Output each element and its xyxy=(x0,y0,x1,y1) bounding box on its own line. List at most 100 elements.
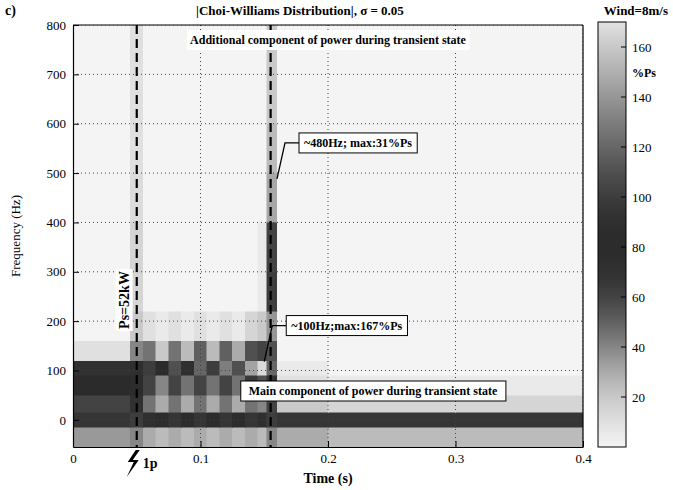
colorbar-tick xyxy=(621,147,626,148)
heatmap-cell xyxy=(73,222,130,271)
colorbar-tick-label: 120 xyxy=(632,140,652,155)
colorbar-tick-label: 80 xyxy=(632,240,645,255)
colorbar xyxy=(598,22,626,447)
heatmap-cell xyxy=(258,311,267,341)
y-grid-line xyxy=(73,25,583,26)
x-axis-title: Time (s) xyxy=(303,471,352,487)
heatmap-cell xyxy=(220,361,233,376)
x-tick-label: 0.2 xyxy=(320,451,336,466)
heatmap-cell xyxy=(207,311,220,341)
y-tick xyxy=(73,420,79,421)
colorbar-tick xyxy=(621,247,626,248)
colorbar-tick-label: 100 xyxy=(632,190,652,205)
event-note-background xyxy=(116,269,133,331)
heatmap-cell xyxy=(277,173,328,222)
plot-frame xyxy=(582,25,583,447)
plot-frame xyxy=(73,24,583,25)
y-tick xyxy=(73,124,79,125)
heatmap-cell xyxy=(181,375,194,395)
heatmap-cell xyxy=(207,173,220,222)
subtitle: Wind=8m/s xyxy=(604,3,668,18)
heatmap-cell xyxy=(328,427,456,447)
x-tick-label: 0.3 xyxy=(448,451,464,466)
heatmap-cell xyxy=(143,341,156,361)
heatmap-cell xyxy=(220,375,233,395)
x-tick-label: 0.4 xyxy=(575,451,592,466)
heatmap-cell xyxy=(73,375,130,395)
heatmap-cell xyxy=(328,412,456,427)
heatmap-cell xyxy=(143,361,156,376)
grid xyxy=(73,25,583,447)
heatmap-cell xyxy=(181,361,194,376)
colorbar-tick-label: 160 xyxy=(632,40,652,55)
heatmap-cell xyxy=(169,311,182,341)
heatmap-cell xyxy=(181,427,194,447)
heatmap-cell xyxy=(220,272,233,311)
heatmap-cell xyxy=(220,173,233,222)
heatmap-cell xyxy=(258,272,267,311)
y-grid-line xyxy=(73,173,583,174)
heatmap-cell xyxy=(267,412,277,427)
heatmap-cell xyxy=(456,412,584,427)
heatmap-cell xyxy=(169,272,182,311)
colorbar-tick-label: 60 xyxy=(632,290,645,305)
x-tick-group: 0.3 xyxy=(448,441,464,466)
heatmap-cell xyxy=(232,427,245,447)
y-tick-label: 700 xyxy=(47,67,67,82)
heatmap-cell xyxy=(181,222,194,271)
title: |Choi-Williams Distribution|, σ = 0.05 xyxy=(196,3,404,18)
y-tick xyxy=(73,74,79,75)
heatmap-cell xyxy=(267,427,277,447)
heatmap-cell xyxy=(232,341,245,361)
colorbar-tick xyxy=(621,197,626,198)
heatmap-cell xyxy=(169,341,182,361)
y-tick-group: 600 xyxy=(47,116,80,131)
heatmap-cell xyxy=(277,272,328,311)
heatmap-cell xyxy=(156,361,169,376)
y-axis: 0100200300400500600700800 xyxy=(47,18,80,448)
x-grid-line xyxy=(73,25,74,447)
heatmap-cell xyxy=(456,173,584,222)
heatmap-cell xyxy=(328,222,456,271)
y-axis-title: Frequency (Hz) xyxy=(8,195,23,277)
heatmap-cell xyxy=(156,311,169,341)
heatmap-cell xyxy=(456,311,584,341)
banner: Additional component of power during tra… xyxy=(187,30,469,50)
y-grid-line xyxy=(73,271,583,272)
heatmap-cell xyxy=(245,124,258,173)
y-tick-group: 500 xyxy=(47,166,80,181)
heatmap-cell xyxy=(245,173,258,222)
y-tick-group: 400 xyxy=(47,215,80,230)
heatmap-cell xyxy=(277,361,328,376)
heatmap-cell xyxy=(232,173,245,222)
y-tick-group: 200 xyxy=(47,314,80,329)
heatmap-cell xyxy=(456,124,584,173)
heatmap-cell xyxy=(156,173,169,222)
heatmap-cell xyxy=(143,395,156,412)
x-tick-group: 0.1 xyxy=(193,441,209,466)
heatmap-cell xyxy=(277,412,328,427)
callout-box xyxy=(286,316,407,336)
heatmap-cell xyxy=(220,341,233,361)
x-tick xyxy=(456,441,457,447)
y-tick-label: 500 xyxy=(47,166,67,181)
callout: ~480Hz; max:31%Ps xyxy=(277,133,417,179)
event-note: Ps=52kW xyxy=(116,269,133,331)
callout: ~100Hz;max:167%Ps xyxy=(264,316,407,362)
heatmap-cell xyxy=(169,222,182,271)
x-tick xyxy=(201,441,202,447)
colorbar-tick-label: 140 xyxy=(632,90,652,105)
heatmap-cell xyxy=(156,124,169,173)
y-grid-line xyxy=(73,222,583,223)
heatmap-cell xyxy=(456,341,584,361)
x-tick-label: 0 xyxy=(70,451,77,466)
y-axis-line xyxy=(73,26,74,448)
heatmap-cell xyxy=(181,412,194,427)
y-grid-line xyxy=(73,123,583,124)
y-tick xyxy=(73,222,79,223)
heatmap-cell xyxy=(207,375,220,395)
heatmap-cell xyxy=(232,222,245,271)
heatmap-cell xyxy=(143,173,156,222)
heatmap-cell xyxy=(181,124,194,173)
heatmap-cell xyxy=(258,222,267,271)
